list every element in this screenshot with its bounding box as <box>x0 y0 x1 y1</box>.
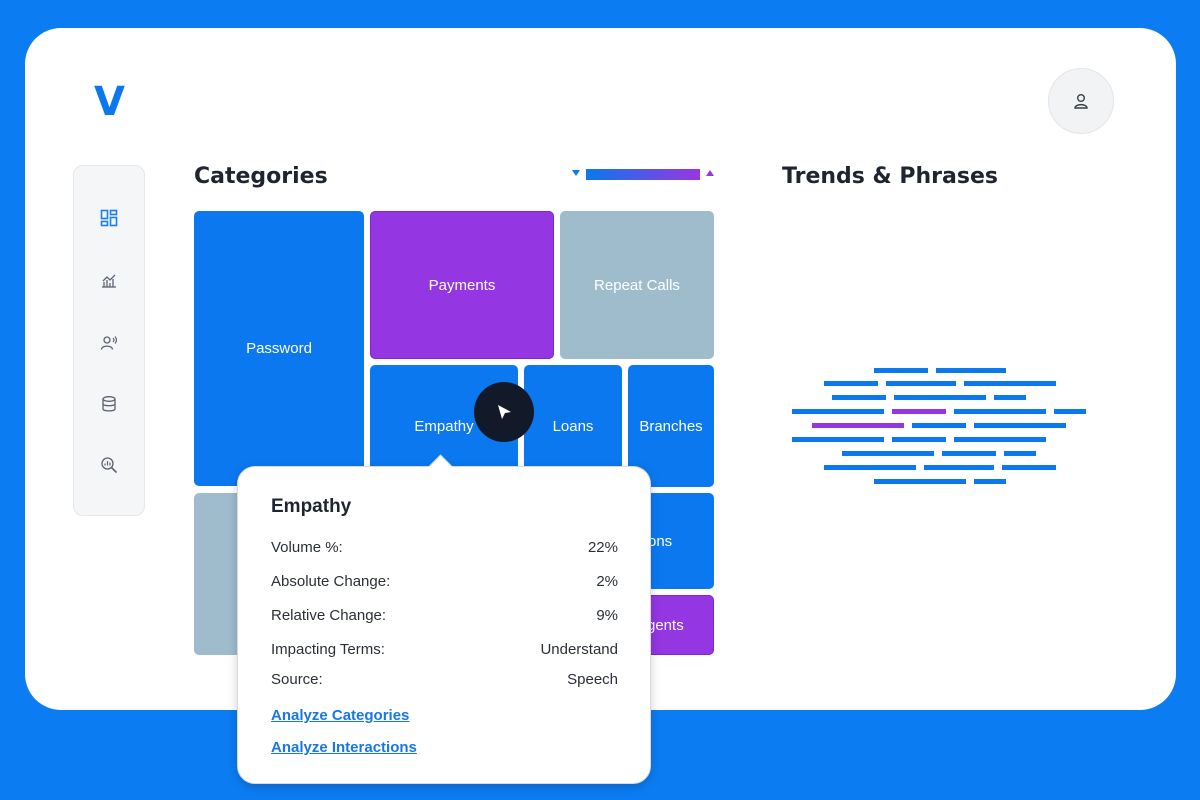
cursor-arrow-icon <box>498 405 511 419</box>
phrase-bar[interactable] <box>1054 409 1086 414</box>
phrase-bar-highlight[interactable] <box>892 409 946 414</box>
phrase-bar[interactable] <box>942 451 996 456</box>
tooltip-label: Absolute Change: <box>271 573 391 590</box>
color-gradient-bar <box>586 169 700 180</box>
tooltip-row-relative-change: Relative Change: 9% <box>271 607 618 624</box>
tooltip-label: Impacting Terms: <box>271 641 385 658</box>
analyze-categories-link[interactable]: Analyze Categories <box>271 707 410 724</box>
phrase-bar[interactable] <box>974 423 1066 428</box>
tooltip-row-absolute-change: Absolute Change: 2% <box>271 573 618 590</box>
phrase-bar[interactable] <box>874 368 928 373</box>
dashboard-icon[interactable] <box>99 208 119 228</box>
analyze-interactions-link[interactable]: Analyze Interactions <box>271 739 417 756</box>
search-analytics-icon[interactable] <box>99 455 119 475</box>
tooltip-label: Volume %: <box>271 539 343 556</box>
phrase-bar[interactable] <box>894 395 986 400</box>
tooltip-value: 22% <box>587 539 618 556</box>
phrase-bar-highlight[interactable] <box>812 423 904 428</box>
tooltip-label: Relative Change: <box>271 607 387 624</box>
phrase-bar[interactable] <box>994 395 1026 400</box>
tooltip-row-source: Source: Speech <box>271 671 618 688</box>
treemap-tile-repeat-calls[interactable]: Repeat Calls <box>560 211 714 359</box>
tooltip-row-impacting-terms: Impacting Terms: Understand <box>271 641 618 658</box>
phrase-bar[interactable] <box>824 381 878 386</box>
tooltip-value: 9% <box>596 607 618 624</box>
cursor-pointer-indicator <box>474 382 534 442</box>
phrase-bar[interactable] <box>974 479 1006 484</box>
tooltip-value: Understand <box>540 641 618 658</box>
user-icon <box>1074 94 1088 109</box>
tooltip-label: Source: <box>271 671 323 688</box>
increase-arrow-icon <box>706 170 714 176</box>
phrase-bar[interactable] <box>842 451 934 456</box>
phrase-bar[interactable] <box>874 479 966 484</box>
brand-logo[interactable]: V <box>94 79 125 125</box>
phrase-bar[interactable] <box>832 395 886 400</box>
tooltip-row-volume: Volume %: 22% <box>271 539 618 556</box>
phrase-bar[interactable] <box>912 423 966 428</box>
phrase-bar[interactable] <box>792 409 884 414</box>
analytics-chart-icon[interactable] <box>99 271 119 291</box>
phrase-bar[interactable] <box>936 368 1006 373</box>
phrase-bar[interactable] <box>924 465 994 470</box>
treemap-tile-payments[interactable]: Payments <box>370 211 554 359</box>
tooltip-title: Empathy <box>271 496 352 517</box>
phrase-bar[interactable] <box>1002 465 1056 470</box>
treemap-tile-branches[interactable]: Branches <box>628 365 714 487</box>
phrase-cloud <box>790 366 1090 488</box>
phrase-bar[interactable] <box>954 409 1046 414</box>
phrase-bar[interactable] <box>954 437 1046 442</box>
tooltip-value: 2% <box>596 573 618 590</box>
treemap-tile-password[interactable]: Password <box>194 211 364 486</box>
sidebar-nav <box>73 165 145 516</box>
user-avatar-button[interactable] <box>1048 68 1114 134</box>
phrase-bar[interactable] <box>964 381 1056 386</box>
tooltip-value: Speech <box>567 671 618 688</box>
speaker-user-icon[interactable] <box>99 333 119 353</box>
phrase-bar[interactable] <box>824 465 916 470</box>
database-icon[interactable] <box>99 394 119 414</box>
categories-title: Categories <box>194 164 328 189</box>
phrase-bar[interactable] <box>1004 451 1036 456</box>
phrase-bar[interactable] <box>892 437 946 442</box>
decrease-arrow-icon <box>572 170 580 176</box>
color-scale-legend <box>572 168 717 182</box>
category-tooltip: Empathy Volume %: 22% Absolute Change: 2… <box>237 454 651 784</box>
phrase-bar[interactable] <box>886 381 956 386</box>
phrase-bar[interactable] <box>792 437 884 442</box>
trends-phrases-title: Trends & Phrases <box>782 164 998 189</box>
